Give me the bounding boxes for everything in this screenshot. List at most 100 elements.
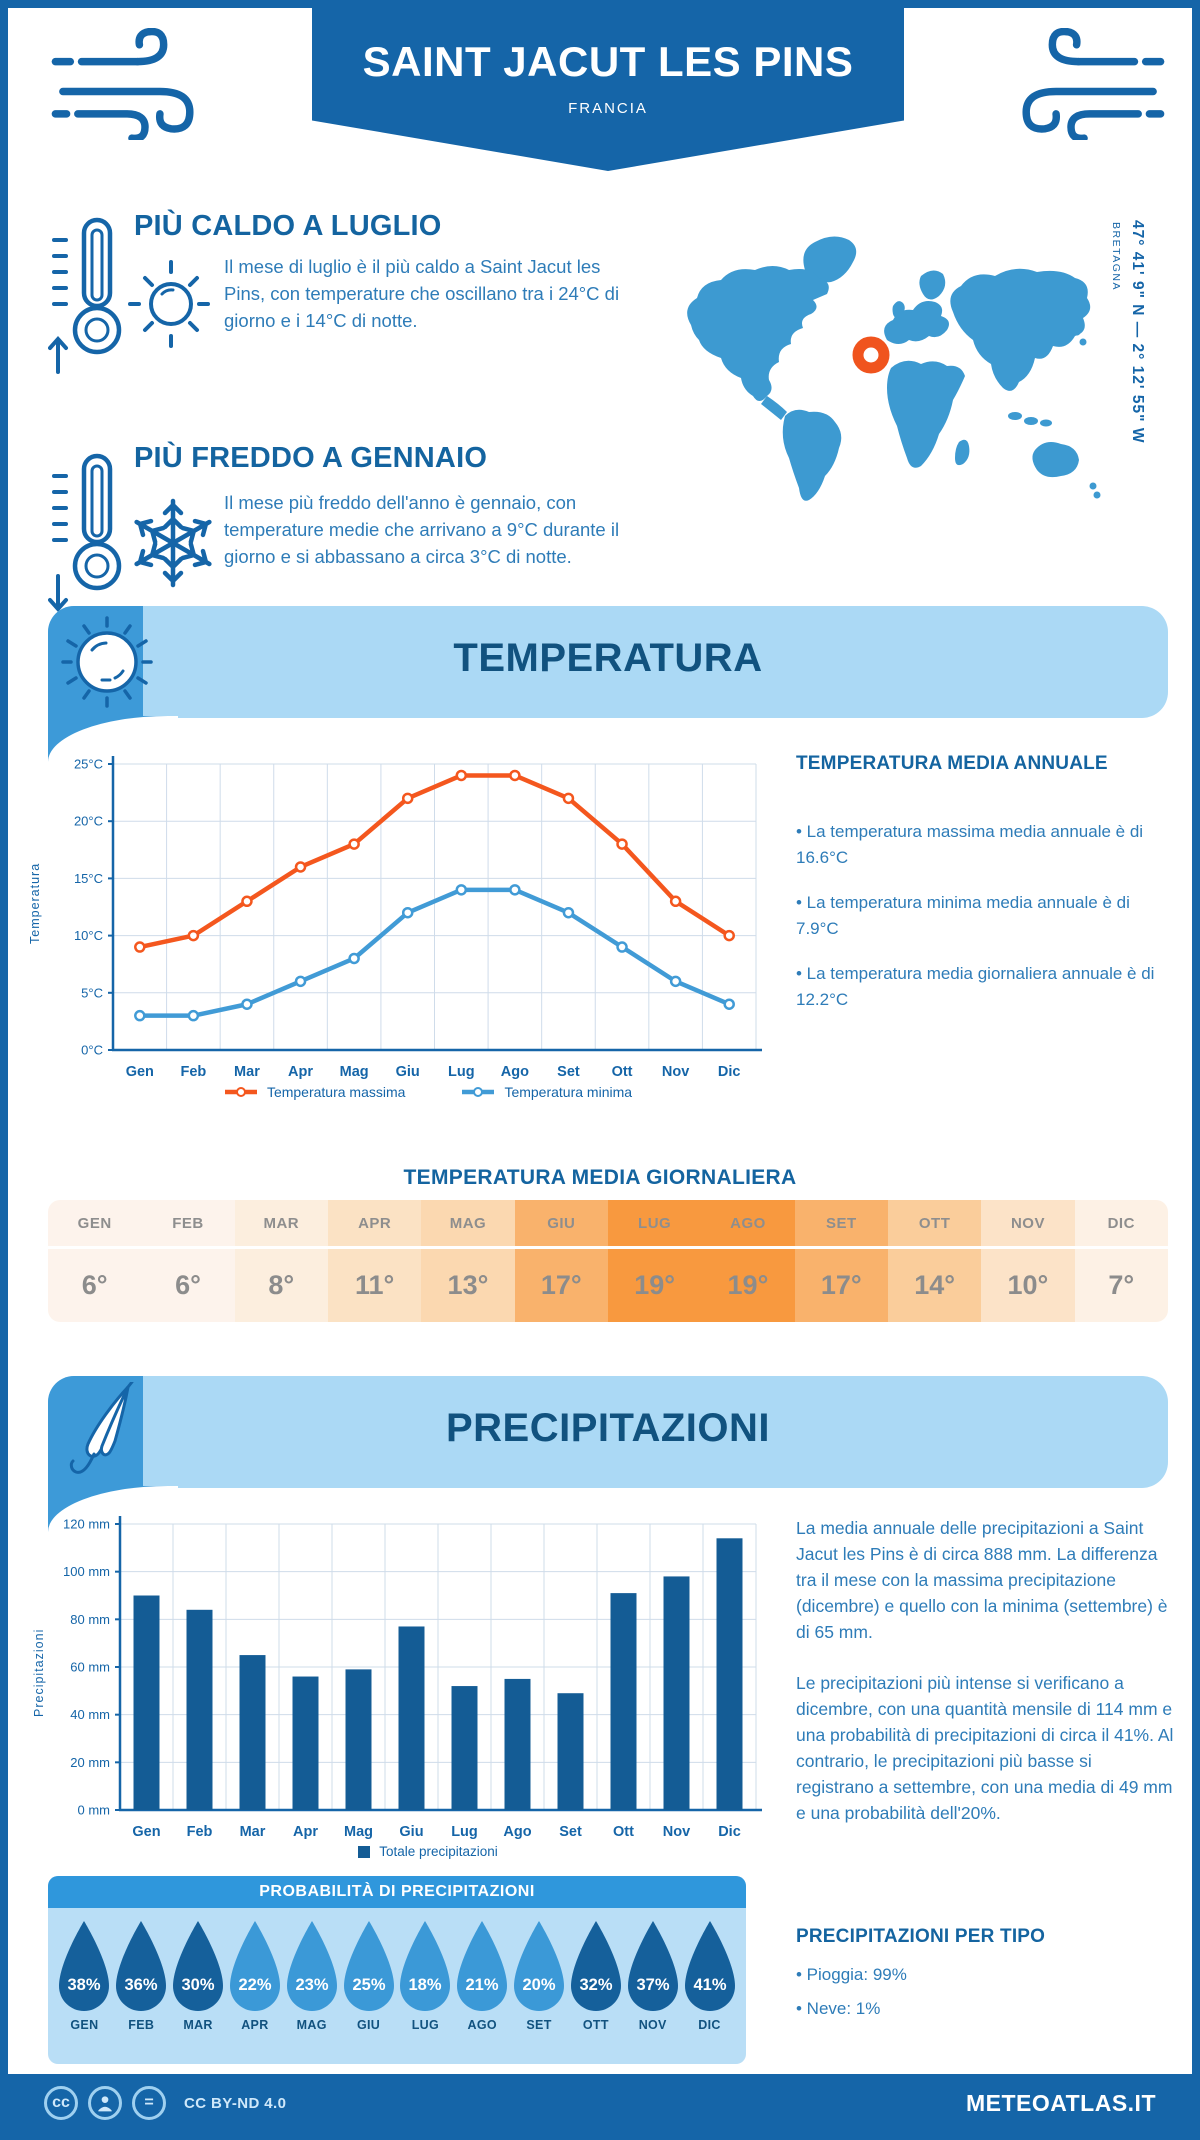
data-point — [669, 975, 682, 988]
data-point — [616, 941, 628, 953]
wind-icon — [1022, 28, 1165, 140]
month-cell-value: 17° — [540, 1270, 582, 1300]
droplet-month-label: MAR — [183, 2018, 213, 2032]
month-cell-label: APR — [327, 1200, 422, 1249]
wind-icon — [51, 28, 194, 140]
month-cell-value: 19° — [727, 1270, 769, 1300]
month-cell-label: FEB — [141, 1200, 235, 1249]
svg-text:Giu: Giu — [399, 1824, 423, 1840]
month-cell-value: 19° — [634, 1270, 676, 1300]
droplet-icon: 32% — [570, 1921, 621, 2011]
cold-section-text: Il mese più freddo dell'anno è gennaio, … — [224, 492, 620, 567]
svg-text:Lug: Lug — [448, 1064, 475, 1080]
data-point — [723, 998, 735, 1010]
precip-paragraph: La media annuale delle precipitazioni a … — [796, 1518, 1168, 1642]
svg-text:Mar: Mar — [240, 1824, 266, 1840]
precip-bar — [610, 1593, 637, 1810]
svg-text:25%: 25% — [352, 1976, 385, 1994]
svg-text:0°C: 0°C — [81, 1043, 103, 1058]
month-cell-label: OTT — [887, 1200, 982, 1249]
data-point — [723, 929, 735, 942]
probability-droplet: 18% LUG — [397, 1918, 453, 2032]
line-series — [139, 773, 731, 950]
data-point — [187, 1009, 200, 1022]
precip-bar — [186, 1609, 213, 1810]
temperature-line-chart: 0°C 5°C 10°C 15°C 20°C 25°C Gen Feb Mar Apr Mag Giu… — [74, 756, 762, 1080]
svg-text:60 mm: 60 mm — [70, 1660, 110, 1675]
month-cell: DIC 7° — [1074, 1200, 1168, 1322]
svg-text:0 mm: 0 mm — [78, 1803, 111, 1818]
svg-text:Ott: Ott — [612, 1064, 633, 1080]
svg-text:Feb: Feb — [180, 1064, 206, 1080]
svg-text:80 mm: 80 mm — [70, 1612, 110, 1627]
svg-text:Dic: Dic — [718, 1064, 741, 1080]
data-point — [241, 998, 253, 1010]
svg-text:20°C: 20°C — [74, 814, 103, 829]
droplet-icon: 25% — [343, 1921, 394, 2011]
droplet-icon: 30% — [173, 1921, 224, 2011]
droplet-icon: 22% — [229, 1921, 280, 2011]
month-cell: APR 11° — [327, 1200, 422, 1322]
precipitation-band: PRECIPITAZIONI — [48, 1376, 1168, 1488]
month-cell-value: 6° — [175, 1270, 201, 1300]
precip-bar — [398, 1626, 425, 1810]
location-marker — [852, 336, 890, 374]
svg-text:Nov: Nov — [663, 1824, 690, 1840]
legend-item: Temperatura massima — [224, 1084, 405, 1100]
footer: cc = CC BY-ND 4.0 METEOATLAS.IT — [8, 2074, 1192, 2132]
temp-daily-title: TEMPERATURA MEDIA GIORNALIERA — [403, 1166, 797, 1189]
month-cell-label: SET — [794, 1200, 888, 1249]
droplet-icon: 18% — [400, 1921, 451, 2011]
coordinates-label: 47° 41' 9" N — 2° 12' 55" W — [1129, 220, 1146, 444]
month-cell-value: 6° — [81, 1270, 108, 1300]
svg-text:32%: 32% — [579, 1976, 612, 1994]
precip-text-block: La media annuale delle precipitazioni a … — [796, 1516, 1174, 1853]
svg-text:Feb: Feb — [187, 1824, 213, 1840]
hot-section-title: PIÙ CALDO A LUGLIO — [134, 210, 442, 242]
droplet-icon: 41% — [684, 1921, 735, 2011]
svg-text:20 mm: 20 mm — [70, 1755, 110, 1770]
probability-droplet: 30% MAR — [170, 1918, 226, 2032]
precip-y-axis-label: Precipitazioni — [32, 1628, 46, 1718]
precip-chart-legend: Totale precipitazioni — [103, 1844, 753, 1859]
svg-text:Apr: Apr — [293, 1824, 318, 1840]
month-cell: MAG 13° — [421, 1200, 515, 1322]
droplet-month-label: FEB — [128, 2018, 155, 2032]
person-icon — [88, 2086, 122, 2120]
month-cell: NOV 10° — [981, 1200, 1075, 1322]
svg-text:25°C: 25°C — [74, 757, 103, 772]
data-point — [241, 895, 253, 908]
month-cell: OTT 14° — [887, 1200, 982, 1322]
svg-text:18%: 18% — [409, 1976, 442, 1994]
droplet-month-label: DIC — [698, 2018, 721, 2032]
probability-droplet: 20% SET — [511, 1918, 567, 2032]
data-point — [401, 792, 414, 805]
svg-text:Apr: Apr — [288, 1064, 313, 1080]
precip-bar — [292, 1676, 319, 1810]
month-cell: LUG 19° — [607, 1200, 702, 1322]
svg-text:Dic: Dic — [718, 1824, 741, 1840]
probability-panel: PROBABILITÀ DI PRECIPITAZIONI 38% GEN 36% F… — [48, 1876, 746, 2064]
monthly-temperature-table: GEN 6° FEB 6° MAR 8° APR 11° MAG 13° GIU 17° LUG 19° A… — [48, 1200, 1168, 1322]
probability-droplet: 23% MAG — [284, 1918, 340, 2032]
probability-title: PROBABILITÀ DI PRECIPITAZIONI — [48, 1876, 746, 1908]
svg-text:37%: 37% — [636, 1976, 669, 1994]
month-cell-value: 8° — [268, 1270, 295, 1300]
probability-droplet: 32% OTT — [568, 1918, 624, 2032]
precip-type-title: PRECIPITAZIONI PER TIPO — [796, 1926, 1046, 1947]
precip-type-block: PRECIPITAZIONI PER TIPO • Pioggia: 99% •… — [796, 1926, 1168, 2021]
svg-text:30%: 30% — [182, 1976, 215, 1994]
svg-text:Nov: Nov — [662, 1064, 689, 1080]
svg-text:Gen: Gen — [132, 1824, 160, 1840]
band-tail — [48, 716, 178, 762]
droplet-month-label: NOV — [638, 2018, 667, 2032]
equals-icon: = — [132, 2086, 166, 2120]
month-cell-label: NOV — [981, 1200, 1075, 1249]
svg-text:41%: 41% — [693, 1976, 726, 1994]
data-point — [294, 975, 307, 988]
probability-droplet: 25% GIU — [341, 1918, 397, 2032]
month-cell-value: 7° — [1108, 1270, 1135, 1300]
precip-bar — [133, 1595, 160, 1810]
probability-droplet: 38% GEN — [56, 1918, 112, 2032]
probability-droplet: 36% FEB — [113, 1918, 169, 2032]
